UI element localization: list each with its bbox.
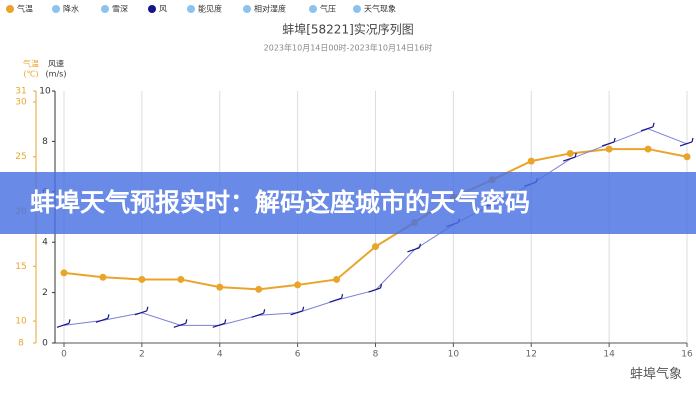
y2-tick-label: 0 (42, 339, 48, 349)
y-tick-label: 8 (18, 339, 24, 349)
y2-tick-label: 4 (42, 238, 48, 248)
legend-label[interactable]: 气温 (17, 4, 33, 14)
point (644, 145, 652, 153)
y-tick-label: 10 (15, 317, 27, 327)
y-tick-label: 15 (15, 262, 26, 272)
y-axis-label: 气温 (23, 59, 39, 69)
legend-label[interactable]: 能见度 (198, 4, 222, 14)
wind-barb (640, 122, 655, 132)
wind-barb (679, 137, 694, 147)
legend-label[interactable]: 天气现象 (364, 4, 396, 14)
point (216, 283, 224, 291)
chart-subtitle: 2023年10月14日00时-2023年10月14日16时 (264, 43, 433, 53)
wind-barb (251, 309, 266, 318)
wind-barb (368, 283, 383, 293)
point (683, 153, 691, 161)
legend-icon[interactable] (148, 5, 156, 13)
legend-label[interactable]: 雪深 (112, 5, 128, 14)
banner: 蚌埠天气预报实时：解码这座城市的天气密码 (0, 172, 696, 234)
legend-icon[interactable] (101, 5, 109, 13)
x-tick-label: 0 (61, 350, 67, 360)
legend-icon[interactable] (353, 5, 361, 13)
legend-label[interactable]: 风 (159, 5, 167, 14)
wind-barb (407, 243, 422, 253)
point (255, 285, 263, 293)
point (60, 269, 68, 277)
wind-barb (134, 306, 149, 316)
x-tick-label: 8 (373, 350, 379, 360)
y-tick-label: 31 (15, 87, 26, 97)
y2-axis-label: (m/s) (46, 70, 67, 79)
y-tick-label: 25 (15, 152, 26, 162)
wind-barb (601, 137, 616, 147)
wind-barb (212, 319, 227, 328)
point (99, 273, 107, 281)
wind-barb (329, 294, 344, 303)
point (527, 157, 535, 165)
point (605, 145, 613, 153)
legend-icon[interactable] (187, 5, 195, 13)
wind-barb (173, 319, 188, 328)
x-tick-label: 6 (295, 350, 301, 360)
wind-barb (290, 306, 305, 316)
wind-barb (95, 314, 110, 323)
legend-label[interactable]: 相对湿度 (254, 4, 286, 14)
y2-tick-label: 8 (42, 137, 48, 147)
x-tick-label: 4 (217, 350, 223, 360)
y2-tick-label: 10 (39, 87, 51, 97)
y2-axis-label: 风速 (48, 60, 64, 69)
point (566, 149, 574, 157)
legend-icon[interactable] (6, 5, 14, 13)
x-tick-label: 12 (526, 350, 537, 360)
legend-label[interactable]: 气压 (320, 4, 336, 14)
y-axis-label: (℃) (23, 70, 38, 79)
x-tick-label: 10 (448, 350, 460, 360)
point (294, 281, 302, 289)
x-tick-label: 14 (603, 350, 615, 360)
legend-label[interactable]: 降水 (63, 4, 79, 14)
point (138, 275, 146, 283)
point (177, 275, 185, 283)
wind-barb (56, 319, 71, 328)
wind-barb (562, 152, 577, 162)
x-tick-label: 2 (139, 350, 145, 360)
x-tick-label: 16 (681, 350, 693, 360)
y-tick-label: 30 (15, 97, 27, 107)
legend-icon[interactable] (309, 5, 317, 13)
watermark: 蚌埠气象 (629, 367, 682, 382)
legend-icon[interactable] (52, 5, 60, 13)
y2-tick-label: 2 (42, 288, 48, 298)
point (372, 243, 379, 251)
chart-title: 蚌埠[58221]实况序列图 (282, 22, 414, 37)
legend-icon[interactable] (243, 5, 251, 13)
point (333, 275, 341, 283)
